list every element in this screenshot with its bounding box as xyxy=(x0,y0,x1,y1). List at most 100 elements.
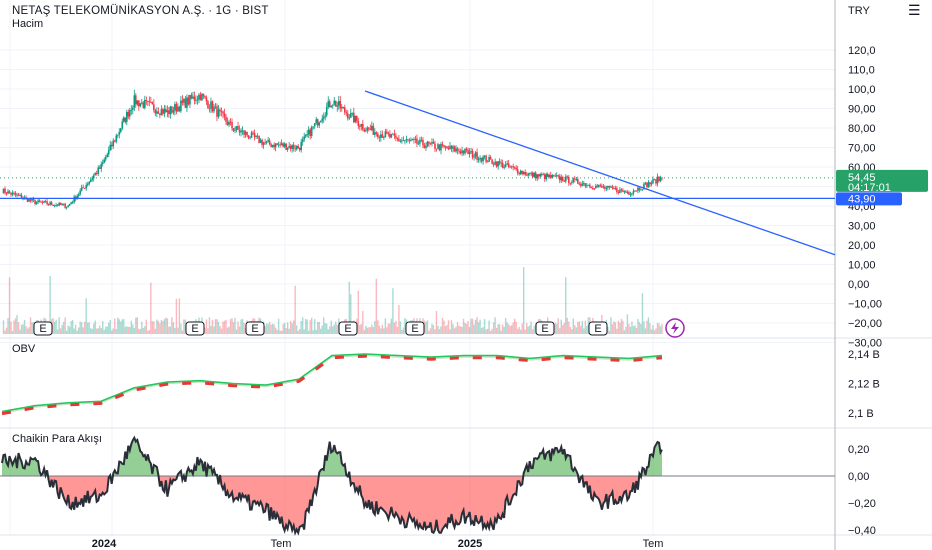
volume-bar xyxy=(279,330,281,334)
candle-body xyxy=(246,131,248,136)
obv-label[interactable]: OBV xyxy=(12,343,36,355)
volume-bar xyxy=(498,324,501,334)
volume-bar xyxy=(655,328,657,334)
candle-body xyxy=(153,104,155,111)
candle-body xyxy=(252,132,254,134)
volume-bar xyxy=(144,326,146,334)
price-axis[interactable]: 120,0110,0100,090,0080,0070,0060,0050,00… xyxy=(836,45,928,537)
volume-bar xyxy=(147,330,149,334)
volume-bar xyxy=(177,327,179,334)
candle-body xyxy=(166,110,169,113)
candle-body xyxy=(128,110,131,117)
candle-body xyxy=(177,106,179,112)
candle-body xyxy=(265,141,268,143)
candle-body xyxy=(592,188,594,189)
volume-bar xyxy=(93,323,95,334)
hamburger-menu-icon[interactable]: ☰ xyxy=(908,2,921,18)
volume-bar xyxy=(635,327,638,334)
volume-bar xyxy=(462,318,465,334)
volume-bar xyxy=(307,330,310,334)
volume-bar xyxy=(165,317,167,334)
candle-body xyxy=(216,106,218,117)
volume-bar xyxy=(378,325,381,334)
time-axis[interactable]: 2024 Tem 2025 Tem xyxy=(92,538,664,550)
candle-body xyxy=(148,101,151,103)
volume-bar xyxy=(61,324,63,334)
candle-body xyxy=(486,161,489,163)
volume-bar xyxy=(282,324,284,334)
candle-body xyxy=(537,174,540,177)
candle-body xyxy=(635,190,638,192)
candle-body xyxy=(294,148,296,150)
volume-bar xyxy=(235,329,238,334)
candle-body xyxy=(468,151,471,155)
price-tick-label: 110,0 xyxy=(848,65,875,77)
candle-body xyxy=(652,179,654,184)
volume-bar xyxy=(318,321,320,334)
candle-body xyxy=(237,126,239,130)
candle-body xyxy=(268,140,271,145)
candle-body xyxy=(404,140,406,142)
drawing-lines[interactable] xyxy=(0,90,836,256)
volume-bar xyxy=(29,317,32,334)
candle-body xyxy=(411,138,414,141)
candle-body xyxy=(241,130,244,132)
candle-body xyxy=(407,139,409,141)
candle-body xyxy=(247,135,250,139)
candle-body xyxy=(416,138,418,144)
volume-bar xyxy=(82,327,84,334)
candle-body xyxy=(607,185,609,188)
candle-body xyxy=(564,176,567,182)
candle-body xyxy=(435,148,438,150)
volume-bar xyxy=(438,328,441,334)
volume-bar xyxy=(160,320,163,334)
currency-label[interactable]: TRY xyxy=(848,5,870,17)
volume-bar xyxy=(461,326,463,334)
candle-body xyxy=(322,116,325,119)
volume-bar xyxy=(268,321,271,334)
volume-bar xyxy=(99,325,101,334)
candle-body xyxy=(531,172,534,177)
candle-body xyxy=(647,182,650,188)
candle-body xyxy=(119,128,122,132)
candle-body xyxy=(330,105,333,108)
cmf-label[interactable]: Chaikin Para Akışı xyxy=(12,433,102,445)
candle-body xyxy=(306,134,308,136)
candle-body xyxy=(107,149,110,155)
volume-bar xyxy=(315,329,317,334)
volume-bar xyxy=(241,318,244,334)
volume-bar xyxy=(467,321,469,334)
candle-body xyxy=(589,184,591,187)
volume-bar xyxy=(59,328,62,334)
candle-body xyxy=(220,111,223,113)
volume-bar xyxy=(220,328,223,334)
volume-bar xyxy=(563,322,565,334)
candle-body xyxy=(202,93,205,97)
candle-body xyxy=(459,151,462,154)
candle-body xyxy=(637,187,639,191)
candle-body xyxy=(8,191,11,193)
candle-body xyxy=(464,148,466,154)
candle-body xyxy=(420,139,423,141)
candle-body xyxy=(506,163,508,165)
volume-bar xyxy=(360,323,363,334)
volume-bar xyxy=(464,322,466,334)
volume-bar xyxy=(234,317,236,334)
candle-body xyxy=(226,121,229,125)
last-price-tag xyxy=(836,169,928,192)
candle-body xyxy=(643,183,645,190)
volume-bar xyxy=(79,321,81,334)
volume-bar xyxy=(634,325,636,334)
candle-body xyxy=(28,199,30,202)
volume-bar xyxy=(219,326,221,334)
candle-body xyxy=(359,126,361,127)
volume-label[interactable]: Hacim xyxy=(12,18,44,30)
volume-bar xyxy=(468,327,471,334)
volume-bar xyxy=(656,323,659,334)
volume-bar xyxy=(139,329,142,334)
volume-bar xyxy=(440,326,442,334)
volume-bar xyxy=(135,317,137,334)
symbol-title[interactable]: NETAŞ TELEKOMÜNİKASYON A.Ş. · 1G · BIST xyxy=(12,5,269,17)
